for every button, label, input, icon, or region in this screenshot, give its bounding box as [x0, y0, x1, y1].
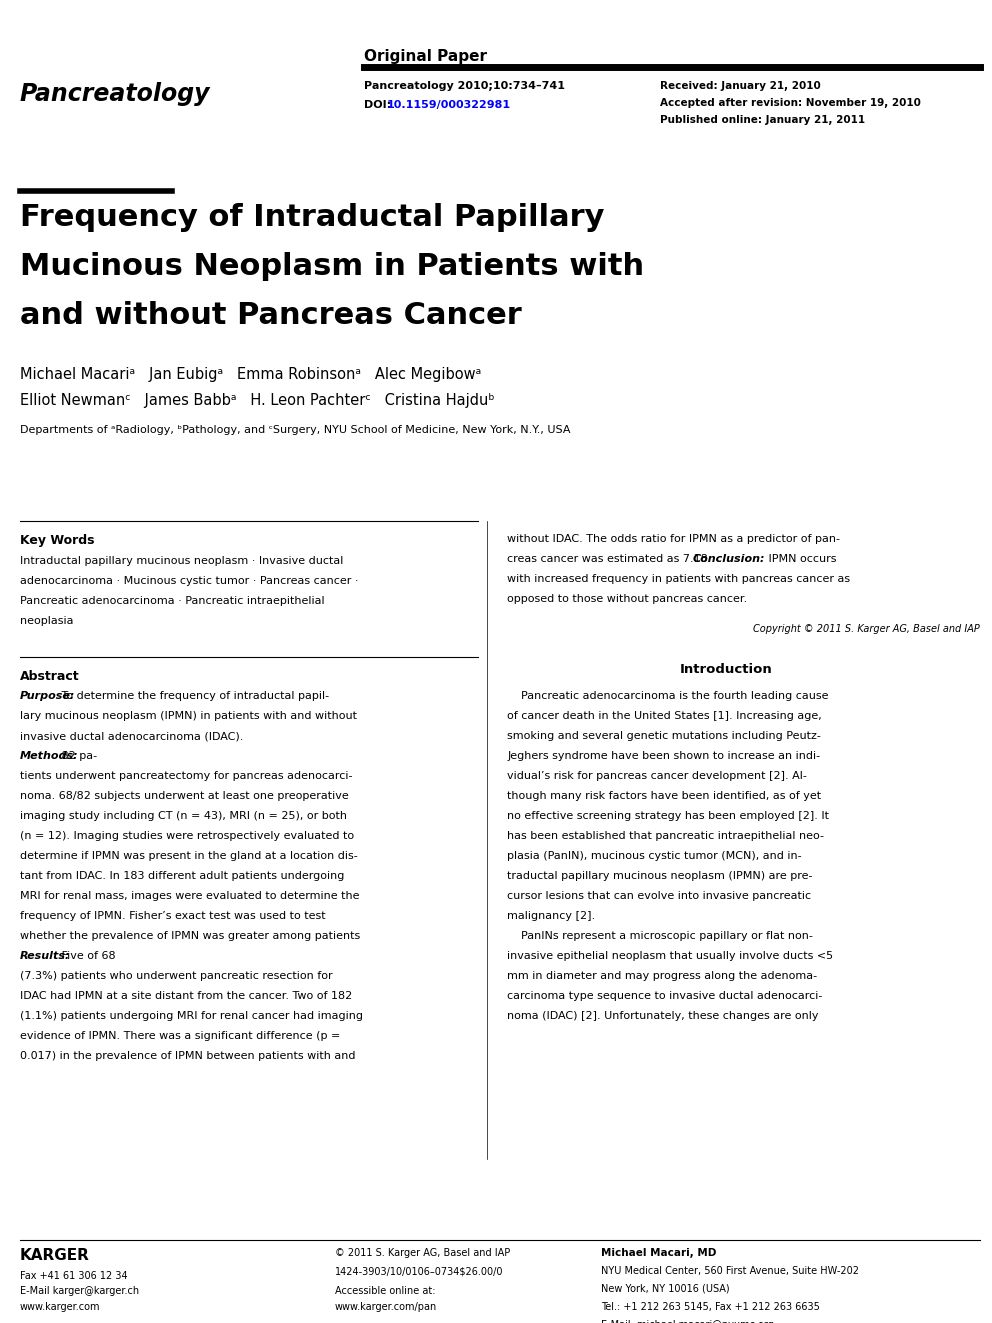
Text: NYU Medical Center, 560 First Avenue, Suite HW-202: NYU Medical Center, 560 First Avenue, Su…: [601, 1266, 859, 1275]
Text: Introduction: Introduction: [680, 663, 773, 676]
Text: KARGER: KARGER: [20, 1248, 89, 1262]
Text: Key Words: Key Words: [20, 534, 94, 548]
Text: imaging study including CT (n = 43), MRI (n = 25), or both: imaging study including CT (n = 43), MRI…: [20, 811, 346, 822]
Text: www.karger.com/pan: www.karger.com/pan: [335, 1302, 437, 1311]
Text: whether the prevalence of IPMN was greater among patients: whether the prevalence of IPMN was great…: [20, 931, 360, 941]
Text: MRI for renal mass, images were evaluated to determine the: MRI for renal mass, images were evaluate…: [20, 890, 359, 901]
Text: New York, NY 10016 (USA): New York, NY 10016 (USA): [601, 1283, 729, 1294]
Text: tients underwent pancreatectomy for pancreas adenocarci-: tients underwent pancreatectomy for panc…: [20, 771, 352, 782]
Text: neoplasia: neoplasia: [20, 617, 73, 626]
Text: E-Mail: michael.macari@nyumc.org: E-Mail: michael.macari@nyumc.org: [601, 1320, 774, 1323]
Text: Purpose:: Purpose:: [20, 692, 75, 701]
Text: no effective screening strategy has been employed [2]. It: no effective screening strategy has been…: [507, 811, 829, 822]
Text: vidual’s risk for pancreas cancer development [2]. Al-: vidual’s risk for pancreas cancer develo…: [507, 771, 807, 782]
Text: E-Mail karger@karger.ch: E-Mail karger@karger.ch: [20, 1286, 139, 1297]
Text: malignancy [2].: malignancy [2].: [507, 912, 595, 921]
Text: Accessible online at:: Accessible online at:: [335, 1286, 435, 1297]
Text: (7.3%) patients who underwent pancreatic resection for: (7.3%) patients who underwent pancreatic…: [20, 971, 332, 980]
Text: 0.017) in the prevalence of IPMN between patients with and: 0.017) in the prevalence of IPMN between…: [20, 1050, 355, 1061]
Text: Intraductal papillary mucinous neoplasm · Invasive ductal: Intraductal papillary mucinous neoplasm …: [20, 556, 343, 566]
Text: though many risk factors have been identified, as of yet: though many risk factors have been ident…: [507, 791, 821, 802]
Text: DOI:: DOI:: [364, 101, 396, 110]
Text: cursor lesions that can evolve into invasive pancreatic: cursor lesions that can evolve into inva…: [507, 890, 811, 901]
Text: plasia (PanIN), mucinous cystic tumor (MCN), and in-: plasia (PanIN), mucinous cystic tumor (M…: [507, 851, 802, 861]
Text: Abstract: Abstract: [20, 669, 79, 683]
Text: PanINs represent a microscopic papillary or flat non-: PanINs represent a microscopic papillary…: [507, 931, 813, 941]
Text: determine if IPMN was present in the gland at a location dis-: determine if IPMN was present in the gla…: [20, 851, 357, 861]
Text: IPMN occurs: IPMN occurs: [765, 554, 836, 565]
Text: has been established that pancreatic intraepithelial neo-: has been established that pancreatic int…: [507, 831, 824, 841]
Text: carcinoma type sequence to invasive ductal adenocarci-: carcinoma type sequence to invasive duct…: [507, 991, 822, 1000]
Text: Tel.: +1 212 263 5145, Fax +1 212 263 6635: Tel.: +1 212 263 5145, Fax +1 212 263 66…: [601, 1302, 819, 1311]
Text: without IDAC. The odds ratio for IPMN as a predictor of pan-: without IDAC. The odds ratio for IPMN as…: [507, 534, 840, 544]
Text: Original Paper: Original Paper: [364, 49, 487, 64]
Text: 1424-3903/10/0106–0734$26.00/0: 1424-3903/10/0106–0734$26.00/0: [335, 1267, 503, 1277]
Text: Five of 68: Five of 68: [59, 951, 116, 960]
Text: invasive epithelial neoplasm that usually involve ducts <5: invasive epithelial neoplasm that usuall…: [507, 951, 833, 960]
Text: www.karger.com: www.karger.com: [20, 1302, 100, 1311]
Text: of cancer death in the United States [1]. Increasing age,: of cancer death in the United States [1]…: [507, 712, 822, 721]
Text: noma. 68/82 subjects underwent at least one preoperative: noma. 68/82 subjects underwent at least …: [20, 791, 348, 802]
Text: Results:: Results:: [20, 951, 70, 960]
Text: Frequency of Intraductal Papillary: Frequency of Intraductal Papillary: [20, 204, 604, 233]
Text: Methods:: Methods:: [20, 751, 78, 761]
Text: Pancreatology 2010;10:734–741: Pancreatology 2010;10:734–741: [364, 81, 565, 91]
Text: Conclusion:: Conclusion:: [692, 554, 765, 565]
Text: (n = 12). Imaging studies were retrospectively evaluated to: (n = 12). Imaging studies were retrospec…: [20, 831, 354, 841]
Text: lary mucinous neoplasm (IPMN) in patients with and without: lary mucinous neoplasm (IPMN) in patient…: [20, 712, 357, 721]
Text: Michael Macari, MD: Michael Macari, MD: [601, 1248, 716, 1258]
Text: (1.1%) patients undergoing MRI for renal cancer had imaging: (1.1%) patients undergoing MRI for renal…: [20, 1011, 363, 1021]
Text: Mucinous Neoplasm in Patients with: Mucinous Neoplasm in Patients with: [20, 253, 644, 282]
Text: opposed to those without pancreas cancer.: opposed to those without pancreas cancer…: [507, 594, 747, 605]
Text: Received: January 21, 2010: Received: January 21, 2010: [660, 81, 820, 91]
Text: Fax +41 61 306 12 34: Fax +41 61 306 12 34: [20, 1271, 127, 1281]
Text: IDAC had IPMN at a site distant from the cancer. Two of 182: IDAC had IPMN at a site distant from the…: [20, 991, 352, 1000]
Text: mm in diameter and may progress along the adenoma-: mm in diameter and may progress along th…: [507, 971, 817, 980]
Text: Pancreatology: Pancreatology: [20, 82, 210, 106]
Text: evidence of IPMN. There was a significant difference (p =: evidence of IPMN. There was a significan…: [20, 1031, 340, 1041]
Text: 10.1159/000322981: 10.1159/000322981: [387, 101, 511, 110]
Text: Elliot Newmanᶜ   James Babbᵃ   H. Leon Pachterᶜ   Cristina Hajduᵇ: Elliot Newmanᶜ James Babbᵃ H. Leon Pacht…: [20, 393, 494, 407]
Text: Accepted after revision: November 19, 2010: Accepted after revision: November 19, 20…: [660, 98, 921, 108]
Text: frequency of IPMN. Fisher’s exact test was used to test: frequency of IPMN. Fisher’s exact test w…: [20, 912, 325, 921]
Text: invasive ductal adenocarcinoma (IDAC).: invasive ductal adenocarcinoma (IDAC).: [20, 732, 247, 741]
Text: smoking and several genetic mutations including Peutz-: smoking and several genetic mutations in…: [507, 732, 821, 741]
Text: 82 pa-: 82 pa-: [59, 751, 97, 761]
Text: tant from IDAC. In 183 different adult patients undergoing: tant from IDAC. In 183 different adult p…: [20, 871, 344, 881]
Text: with increased frequency in patients with pancreas cancer as: with increased frequency in patients wit…: [507, 574, 850, 585]
Text: adenocarcinoma · Mucinous cystic tumor · Pancreas cancer ·: adenocarcinoma · Mucinous cystic tumor ·…: [20, 577, 358, 586]
Text: Departments of ᵃRadiology, ᵇPathology, and ᶜSurgery, NYU School of Medicine, New: Departments of ᵃRadiology, ᵇPathology, a…: [20, 425, 570, 435]
Text: © 2011 S. Karger AG, Basel and IAP: © 2011 S. Karger AG, Basel and IAP: [335, 1248, 510, 1258]
Text: traductal papillary mucinous neoplasm (IPMN) are pre-: traductal papillary mucinous neoplasm (I…: [507, 871, 812, 881]
Text: Jeghers syndrome have been shown to increase an indi-: Jeghers syndrome have been shown to incr…: [507, 751, 820, 761]
Text: Michael Macariᵃ   Jan Eubigᵃ   Emma Robinsonᵃ   Alec Megibowᵃ: Michael Macariᵃ Jan Eubigᵃ Emma Robinson…: [20, 366, 481, 382]
Text: Pancreatic adenocarcinoma · Pancreatic intraepithelial: Pancreatic adenocarcinoma · Pancreatic i…: [20, 597, 324, 606]
Text: noma (IDAC) [2]. Unfortunately, these changes are only: noma (IDAC) [2]. Unfortunately, these ch…: [507, 1011, 818, 1021]
Text: Pancreatic adenocarcinoma is the fourth leading cause: Pancreatic adenocarcinoma is the fourth …: [507, 692, 828, 701]
Text: and without Pancreas Cancer: and without Pancreas Cancer: [20, 302, 522, 331]
Text: Published online: January 21, 2011: Published online: January 21, 2011: [660, 115, 865, 124]
Text: creas cancer was estimated as 7.18.: creas cancer was estimated as 7.18.: [507, 554, 715, 565]
Text: Copyright © 2011 S. Karger AG, Basel and IAP: Copyright © 2011 S. Karger AG, Basel and…: [753, 624, 980, 635]
Text: To determine the frequency of intraductal papil-: To determine the frequency of intraducta…: [59, 692, 329, 701]
